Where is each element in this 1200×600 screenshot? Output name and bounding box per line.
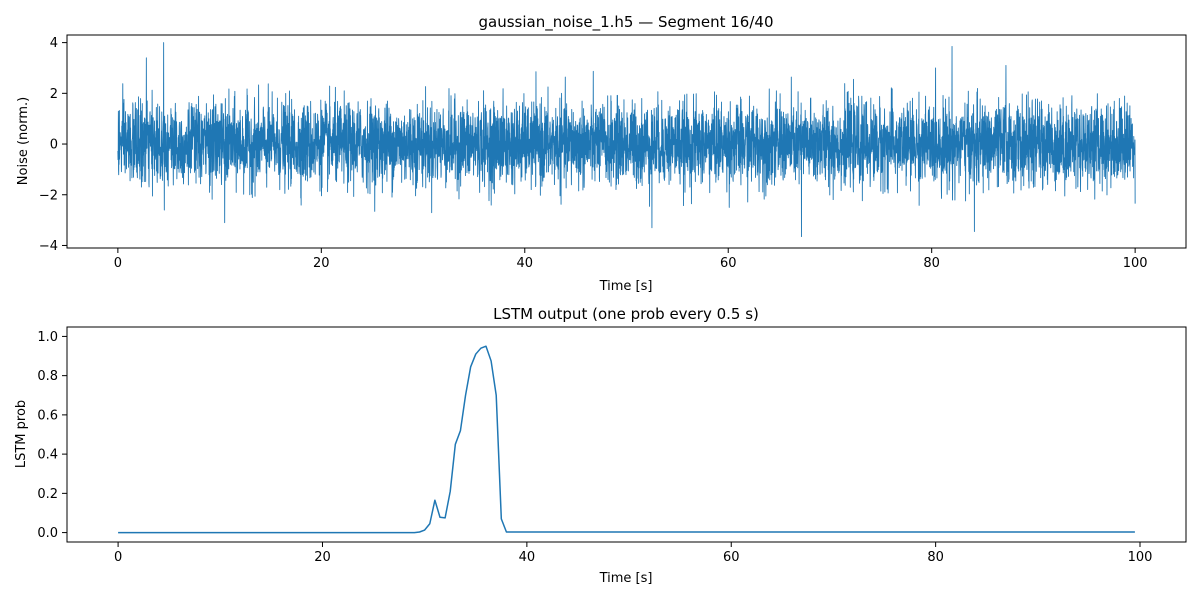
y-tick-label: 0.6 — [37, 408, 58, 423]
noise-axes: gaussian_noise_1.h5 — Segment 16/40 0 20 4… — [16, 13, 1187, 294]
x-tick-label: 0 — [114, 256, 122, 271]
y-tick-label: −2 — [39, 188, 58, 203]
lstm-chart-title: LSTM output (one prob every 0.5 s) — [493, 305, 759, 323]
x-tick-label: 80 — [923, 256, 940, 271]
noise-x-axis-label: Time [s] — [599, 279, 653, 294]
y-tick-label: 0 — [50, 138, 58, 153]
noise-chart-title: gaussian_noise_1.h5 — Segment 16/40 — [478, 13, 773, 32]
noise-series-line — [117, 42, 1136, 238]
lstm-y-axis-label: LSTM prob — [14, 400, 29, 468]
lstm-axes-frame — [66, 326, 1187, 543]
noise-y-axis-label: Noise (norm.) — [16, 97, 31, 185]
lstm-x-ticks: 0 20 40 60 80 100 — [114, 542, 1152, 565]
y-tick-label: 0.0 — [37, 526, 58, 541]
x-tick-label: 60 — [723, 550, 740, 565]
lstm-series-line — [118, 345, 1135, 534]
x-tick-label: 80 — [927, 550, 944, 565]
lstm-axes: LSTM output (one prob every 0.5 s) 0 20 40… — [14, 305, 1187, 586]
y-tick-label: −4 — [39, 239, 58, 254]
y-tick-label: 4 — [50, 36, 58, 51]
noise-x-ticks: 0 20 40 60 80 100 — [114, 248, 1148, 271]
x-tick-label: 0 — [114, 550, 122, 565]
noise-y-ticks: −4 −2 0 2 4 — [39, 36, 67, 254]
x-tick-label: 40 — [519, 550, 536, 565]
x-tick-label: 40 — [516, 256, 533, 271]
y-tick-label: 0.8 — [37, 369, 58, 384]
noise-axes-frame — [66, 34, 1187, 249]
x-tick-label: 100 — [1128, 550, 1153, 565]
x-tick-label: 20 — [314, 550, 331, 565]
x-tick-label: 60 — [720, 256, 737, 271]
noise-plot-area — [117, 42, 1136, 238]
x-tick-label: 100 — [1123, 256, 1148, 271]
y-tick-label: 2 — [50, 87, 58, 102]
y-tick-label: 0.4 — [37, 448, 58, 463]
lstm-x-axis-label: Time [s] — [599, 571, 653, 586]
lstm-y-ticks: 0.0 0.2 0.4 0.6 0.8 1.0 — [37, 330, 67, 541]
y-tick-label: 0.2 — [37, 487, 58, 502]
y-tick-label: 1.0 — [37, 330, 58, 345]
x-tick-label: 20 — [313, 256, 330, 271]
lstm-plot-area — [118, 345, 1135, 534]
